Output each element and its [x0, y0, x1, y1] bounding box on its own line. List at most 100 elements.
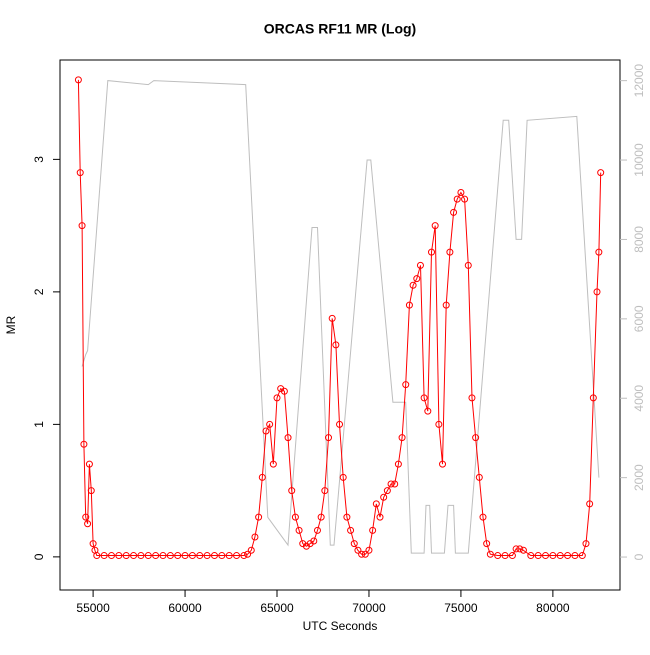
y2-tick-label: 4000: [632, 385, 646, 412]
data-point: [409, 281, 417, 289]
data-point: [325, 434, 333, 442]
data-point: [82, 513, 90, 521]
data-point: [578, 552, 586, 560]
data-point: [339, 473, 347, 481]
y2-tick-label: 0: [632, 553, 646, 560]
data-point: [78, 222, 86, 230]
data-point: [394, 460, 402, 468]
data-point: [80, 440, 88, 448]
data-point: [332, 341, 340, 349]
data-point: [310, 537, 318, 545]
data-point: [365, 546, 373, 554]
data-point: [424, 407, 432, 415]
plot-frame: [59, 59, 621, 591]
data-point: [93, 552, 101, 560]
data-point: [317, 513, 325, 521]
data-point: [376, 513, 384, 521]
x-tick-label: 65000: [260, 601, 294, 615]
data-point: [188, 552, 196, 560]
x-axis-label: UTC Seconds: [303, 619, 378, 633]
data-point: [244, 550, 252, 558]
data-point: [468, 394, 476, 402]
data-point: [159, 552, 167, 560]
data-point: [328, 314, 336, 322]
x-tick-label: 70000: [352, 601, 386, 615]
data-point: [89, 540, 97, 548]
data-point: [196, 552, 204, 560]
data-point: [453, 195, 461, 203]
data-point: [137, 552, 145, 560]
data-point: [291, 513, 299, 521]
data-point: [464, 261, 472, 269]
data-point: [427, 248, 435, 256]
data-point: [595, 248, 603, 256]
data-point: [512, 545, 520, 553]
data-point: [483, 540, 491, 548]
data-point: [76, 169, 84, 177]
data-point: [203, 552, 211, 560]
data-point: [457, 189, 465, 196]
data-point: [181, 552, 189, 560]
data-point: [475, 473, 483, 481]
data-point: [439, 460, 447, 468]
data-point: [336, 420, 344, 428]
data-point: [549, 552, 557, 560]
data-point: [218, 552, 226, 560]
data-point: [556, 552, 564, 560]
data-point: [107, 552, 115, 560]
data-point: [582, 540, 590, 548]
data-point: [380, 493, 388, 501]
data-point: [450, 208, 458, 216]
data-point: [461, 195, 469, 203]
data-point: [597, 169, 605, 177]
data-point: [313, 526, 321, 534]
data-point: [247, 546, 255, 554]
data-point: [405, 301, 413, 309]
x-tick-label: 75000: [444, 601, 478, 615]
data-point: [152, 552, 160, 560]
data-point: [262, 427, 270, 435]
data-point: [442, 301, 450, 309]
data-point: [115, 552, 123, 560]
y2-tick-label: 6000: [632, 305, 646, 332]
data-point: [100, 552, 108, 560]
data-point: [519, 546, 527, 554]
data-point: [87, 487, 95, 495]
data-point: [369, 526, 377, 534]
data-point: [258, 473, 266, 481]
data-point: [225, 552, 233, 560]
data-point: [372, 500, 380, 508]
data-point: [361, 550, 369, 558]
data-point: [383, 487, 391, 495]
data-point: [347, 526, 355, 534]
data-point: [174, 552, 182, 560]
data-point: [534, 552, 542, 560]
data-point: [321, 487, 329, 495]
chart-title: ORCAS RF11 MR (Log): [264, 21, 416, 37]
data-point: [486, 550, 494, 558]
data-point: [387, 480, 395, 488]
data-point: [288, 487, 296, 495]
data-point: [431, 222, 439, 230]
data-point: [416, 261, 424, 269]
data-point: [589, 394, 597, 402]
y2-tick-label: 8000: [632, 226, 646, 253]
data-point: [446, 248, 454, 256]
series-line: [81, 80, 600, 554]
data-point: [74, 76, 82, 84]
data-point: [494, 552, 502, 560]
data-point: [273, 394, 281, 402]
data-point: [269, 460, 277, 468]
data-point: [564, 552, 572, 560]
y-tick-label: 2: [32, 288, 46, 295]
data-point: [508, 552, 516, 560]
data-point: [472, 434, 480, 442]
data-point: [266, 420, 274, 428]
data-point: [398, 434, 406, 442]
data-point: [251, 533, 259, 541]
x-tick-label: 55000: [76, 601, 110, 615]
data-point: [435, 420, 443, 428]
data-point: [527, 552, 535, 560]
data-point: [233, 552, 241, 560]
